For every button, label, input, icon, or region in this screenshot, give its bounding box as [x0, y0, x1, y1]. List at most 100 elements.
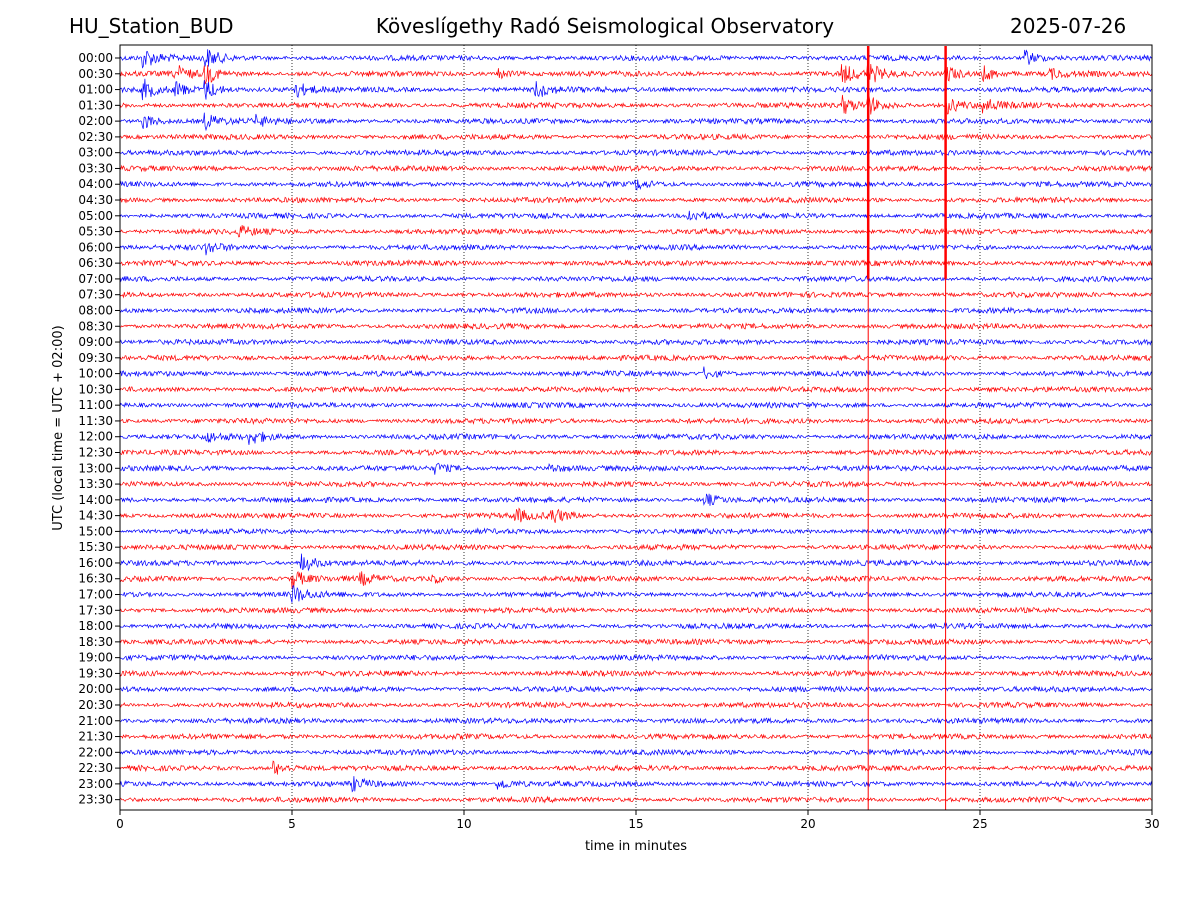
x-tick-label: 30	[1144, 817, 1159, 831]
row-time-label: 10:30	[78, 382, 113, 396]
trace-line	[119, 196, 1153, 204]
row-time-label: 14:00	[78, 493, 113, 507]
row-time-label: 07:30	[78, 288, 113, 302]
trace-line	[119, 585, 1153, 603]
x-tick-label: 25	[972, 817, 987, 831]
row-time-label: 05:30	[78, 225, 113, 239]
trace-line	[119, 112, 1153, 132]
x-tick-label: 5	[288, 817, 296, 831]
row-time-label: 02:30	[78, 130, 113, 144]
row-time-label: 06:30	[78, 256, 113, 270]
row-time-label: 23:00	[78, 777, 113, 791]
record-date: 2025-07-26	[1010, 14, 1127, 38]
trace-line	[119, 164, 1153, 173]
row-time-label: 08:00	[78, 303, 113, 317]
y-axis-label: UTC (local time = UTC + 02:00)	[51, 325, 66, 530]
row-time-label: 13:30	[78, 477, 113, 491]
trace-line	[119, 606, 1153, 615]
row-time-label: 22:30	[78, 761, 113, 775]
trace-line	[119, 732, 1153, 741]
x-tick-label: 15	[628, 817, 643, 831]
row-time-label: 15:30	[78, 540, 113, 554]
row-time-label: 01:30	[78, 98, 113, 112]
trace-line	[119, 78, 1153, 101]
trace-line	[119, 338, 1153, 346]
plot-frame	[119, 44, 1153, 811]
grid-lines	[291, 45, 981, 810]
trace-line	[119, 385, 1153, 394]
trace-line	[119, 179, 1153, 191]
trace-line	[119, 290, 1153, 299]
row-time-label: 17:00	[78, 588, 113, 602]
trace-line	[119, 366, 1153, 379]
trace-line	[119, 259, 1153, 268]
trace-line	[119, 242, 1153, 256]
row-time-label: 21:30	[78, 730, 113, 744]
row-time-label: 13:00	[78, 461, 113, 475]
x-axis-label: time in minutes	[585, 839, 687, 854]
row-time-label: 20:30	[78, 698, 113, 712]
trace-line	[119, 527, 1153, 536]
row-time-label: 04:30	[78, 193, 113, 207]
trace-line	[119, 685, 1153, 693]
trace-line	[119, 570, 1153, 589]
row-time-label: 08:30	[78, 319, 113, 333]
trace-line	[119, 716, 1153, 725]
row-time-label: 11:30	[78, 414, 113, 428]
trace-line	[119, 760, 1153, 775]
row-time-label: 02:00	[78, 114, 113, 128]
trace-line	[119, 700, 1153, 710]
row-time-label: 10:00	[78, 367, 113, 381]
trace-line	[119, 353, 1153, 362]
row-time-label: 12:30	[78, 446, 113, 460]
x-axis: 0 5 10 15 20 25 30	[116, 810, 1160, 831]
trace-line	[119, 776, 1153, 793]
trace-line	[119, 622, 1153, 631]
x-tick-label: 20	[800, 817, 815, 831]
row-time-label: 09:30	[78, 351, 113, 365]
x-tick-label: 10	[456, 817, 471, 831]
row-time-label: 07:00	[78, 272, 113, 286]
trace-line	[119, 62, 1153, 85]
row-time-label: 04:00	[78, 177, 113, 191]
trace-line	[119, 462, 1153, 475]
row-time-label: 11:00	[78, 398, 113, 412]
trace-line	[119, 94, 1153, 116]
trace-line	[119, 401, 1153, 409]
row-time-label: 12:00	[78, 430, 113, 444]
row-time-label: 18:30	[78, 635, 113, 649]
trace-line	[119, 669, 1153, 678]
trace-line	[119, 148, 1153, 157]
row-time-label: 09:00	[78, 335, 113, 349]
row-time-label: 22:00	[78, 745, 113, 759]
row-time-label: 19:30	[78, 666, 113, 680]
trace-line	[119, 748, 1153, 757]
row-time-label: 03:00	[78, 146, 113, 160]
station-name: HU_Station_BUD	[69, 14, 234, 38]
row-time-label: 03:30	[78, 161, 113, 175]
row-time-label: 01:00	[78, 83, 113, 97]
trace-line	[119, 448, 1153, 457]
row-time-label: 23:30	[78, 793, 113, 807]
trace-line	[119, 493, 1153, 506]
trace-line	[119, 225, 1153, 238]
row-time-label: 19:00	[78, 651, 113, 665]
row-time-label: 20:00	[78, 682, 113, 696]
row-time-label: 21:00	[78, 714, 113, 728]
trace-line	[119, 417, 1153, 426]
trace-line	[119, 480, 1153, 488]
observatory-title: Köveslígethy Radó Seismological Observat…	[375, 14, 835, 38]
trace-line	[119, 543, 1153, 552]
row-time-label: 14:30	[78, 509, 113, 523]
trace-line	[119, 507, 1153, 524]
trace-line	[119, 133, 1153, 141]
row-time-label: 00:30	[78, 67, 113, 81]
row-time-label: 15:00	[78, 524, 113, 538]
row-time-label: 05:00	[78, 209, 113, 223]
trace-line	[119, 653, 1153, 662]
row-time-label: 18:00	[78, 619, 113, 633]
x-tick-label: 0	[116, 817, 124, 831]
seismogram-traces	[119, 46, 1153, 810]
